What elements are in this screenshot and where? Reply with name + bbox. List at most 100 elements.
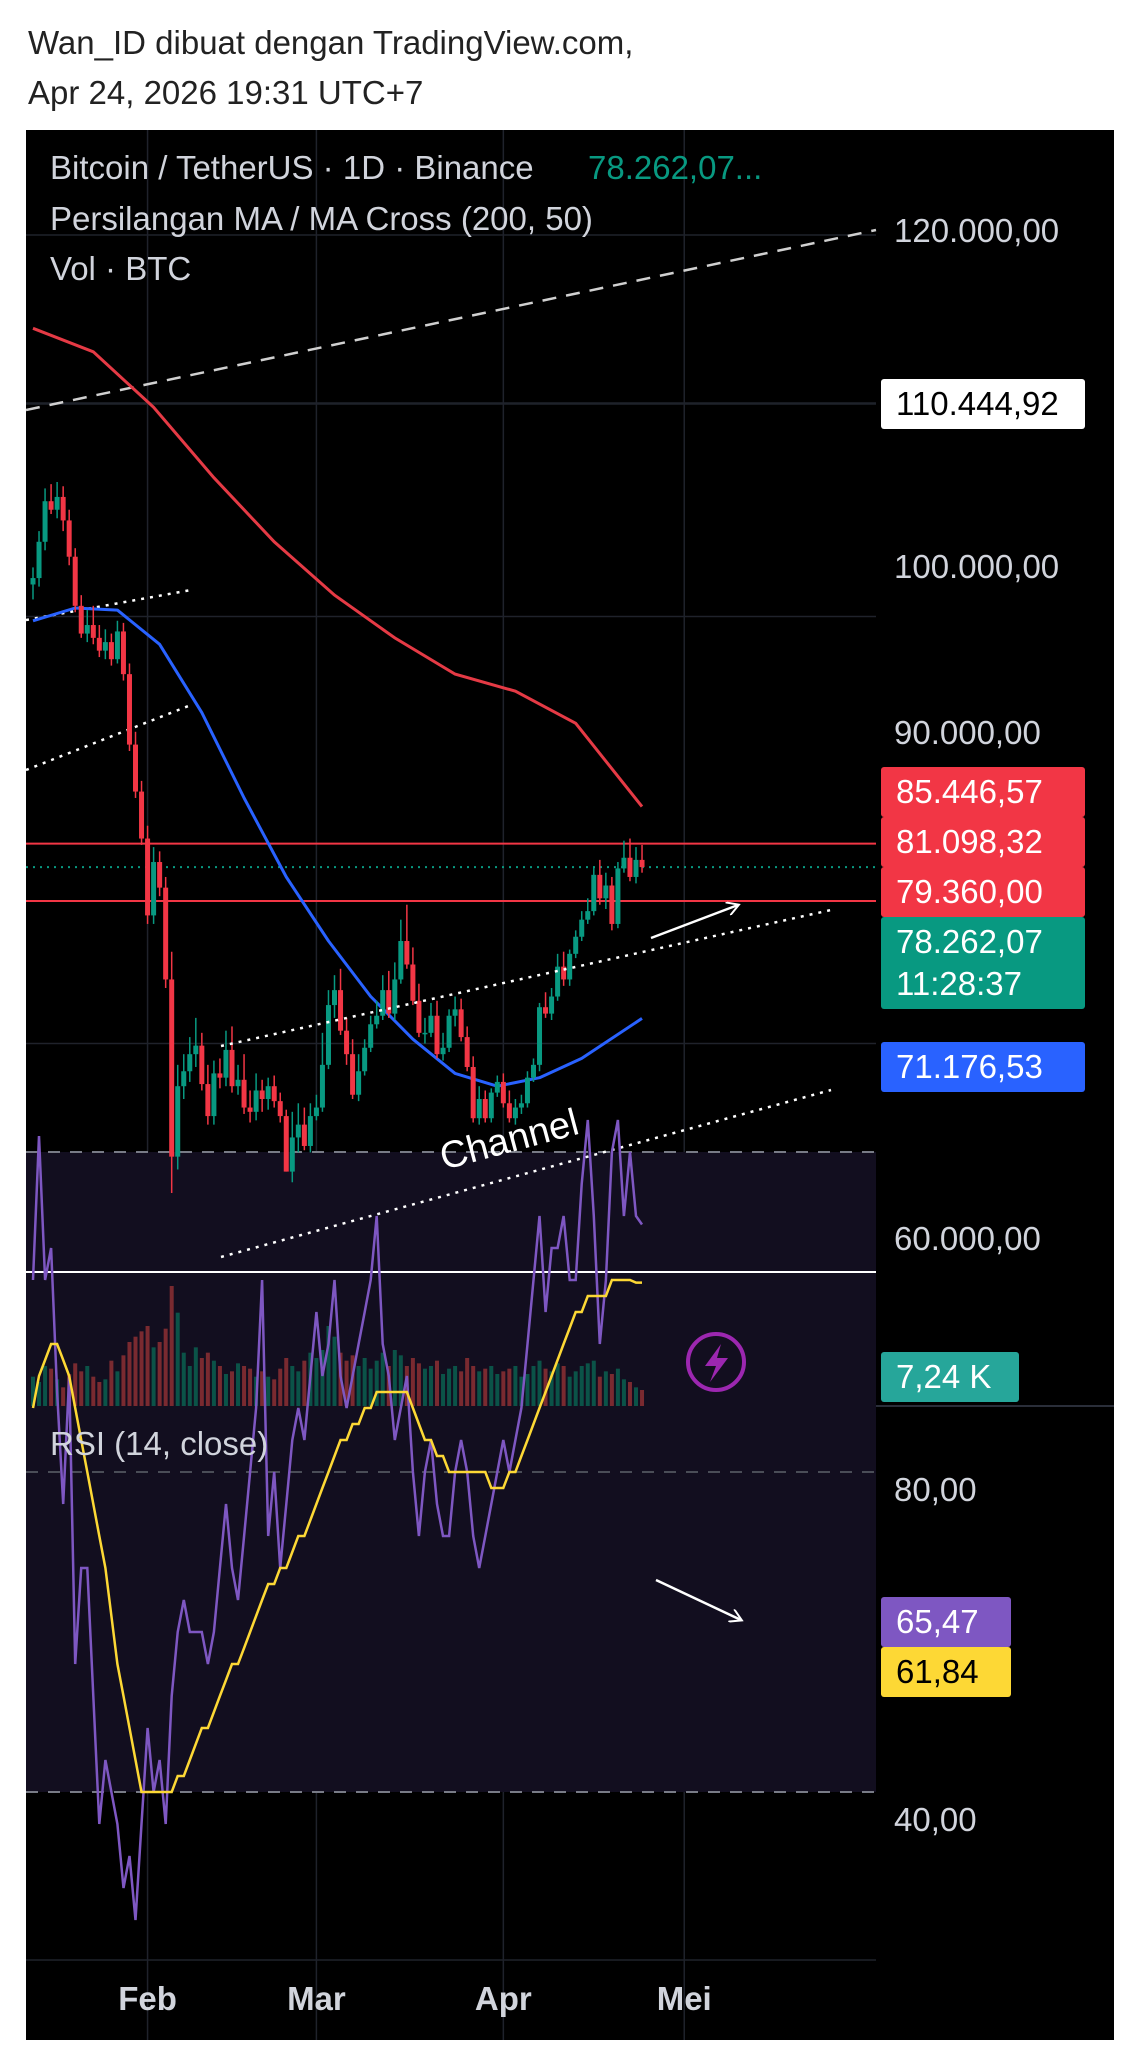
candle-body [54,496,60,510]
price-axis[interactable]: 120.000,00 100.000,00 90.000,00 60.000,00 [894,212,1059,1257]
candle-body [428,1015,434,1033]
volume-bar [332,1336,337,1406]
volume-bar [43,1366,48,1406]
chart-frame[interactable]: Channel Bitcoin / TetherUS · 1D · Binanc… [25,130,1114,2040]
candle-body [325,1005,331,1065]
author-line: Wan_ID dibuat dengan TradingView.com, [28,24,634,61]
price-label-text: 81.098,32 [896,823,1043,860]
candle-body [537,1007,543,1065]
candle-body [102,642,108,651]
price-tick-label: 90.000,00 [894,714,1041,751]
indicator-legend[interactable]: Persilangan MA / MA Cross (200, 50) [50,200,593,237]
candle-body [464,1037,470,1067]
volume-bar [410,1358,415,1406]
candle-body [277,1101,283,1117]
rsi-axis[interactable]: 80,00 40,00 [894,1471,977,1838]
volume-bar [278,1368,283,1406]
volume-bar [187,1366,192,1406]
candle-body [446,1015,452,1048]
volume-bar [422,1368,427,1406]
candle-body [229,1049,235,1087]
price-arrow[interactable] [650,905,738,940]
candle-body [72,556,78,606]
candle-body [175,1086,181,1157]
candle-body [30,578,36,585]
candle-body [253,1090,259,1112]
candle-body [621,857,627,869]
volume-bar [368,1368,373,1406]
channel-bottom[interactable] [220,1088,832,1259]
volume-bar [591,1360,596,1406]
candle-body [96,637,102,651]
candle-body [609,885,615,924]
ma200-line [32,326,644,808]
candle-body [120,631,126,675]
candle-body [368,1024,374,1048]
candle-body [579,919,585,937]
candle-body [494,1081,500,1093]
rsi-tick-label: 80,00 [894,1471,977,1508]
volume-bar [471,1366,476,1406]
volume-bar [31,1376,35,1406]
candle-body [319,1064,325,1108]
rsi-label-box [881,1647,1011,1697]
price-label-box [881,1352,1019,1402]
candle-body [530,1064,536,1078]
volume-bar [416,1363,421,1406]
upper-trendline[interactable] [25,228,877,412]
legend-last-price: 78.262,07... [588,149,762,186]
candle-body [476,1099,482,1119]
price-label-text: 85.446,57 [896,773,1043,810]
rsi-legend[interactable]: RSI (14, close) [50,1425,268,1462]
candle-body [398,941,404,980]
volume-bar [193,1347,198,1406]
candle-body [265,1086,271,1100]
volume-bar [537,1360,542,1406]
symbol-legend[interactable]: Bitcoin / TetherUS · 1D · Binance [50,149,534,186]
time-axis[interactable]: Feb Mar Apr Mei [118,1980,712,2017]
candle-body [66,520,72,557]
volume-bar [248,1368,253,1406]
volume-bar [211,1360,216,1406]
volume-legend[interactable]: Vol · BTC [50,250,191,287]
candle-body [603,885,609,899]
volume-bar [157,1342,162,1406]
volume-bar [109,1360,114,1406]
volume-bar [627,1382,632,1406]
volume-bar [115,1371,120,1406]
volume-bar [573,1371,578,1406]
candle-body [524,1077,530,1104]
candle-body [392,979,398,1014]
volume-bar [37,1382,42,1406]
volume-bar [640,1390,645,1406]
volume-bar [320,1350,325,1406]
candle-body [591,874,597,912]
candle-body [193,1045,199,1055]
price-label-text: 110.444,92 [896,385,1059,422]
candle-body [512,1107,518,1119]
candle-body [271,1086,277,1102]
volume-bar [290,1366,295,1406]
candle-body [42,501,48,542]
candle-body [78,605,84,634]
volume-bar [435,1360,440,1406]
candle-body [380,990,386,1016]
price-tick-label: 100.000,00 [894,548,1059,585]
candle-body [205,1084,211,1117]
candle-body [151,862,157,916]
volume-bar [272,1379,277,1406]
volume-bar [79,1371,84,1406]
volume-bar [362,1358,367,1406]
candle-body [247,1107,253,1112]
rsi-label-text: 61,84 [896,1653,979,1690]
rsi-arrow[interactable] [655,1578,741,1620]
rsi-lines [31,1119,644,1921]
lightning-icon[interactable] [686,1332,746,1392]
candle-body [573,936,579,954]
early-channel-bottom[interactable] [25,703,192,772]
chart-canvas[interactable]: Channel Bitcoin / TetherUS · 1D · Binanc… [25,130,1114,2040]
candle-body [440,1047,446,1055]
volume-bar [175,1312,180,1406]
rsi-label-text: 65,47 [896,1603,979,1640]
volume-bar [380,1352,385,1406]
